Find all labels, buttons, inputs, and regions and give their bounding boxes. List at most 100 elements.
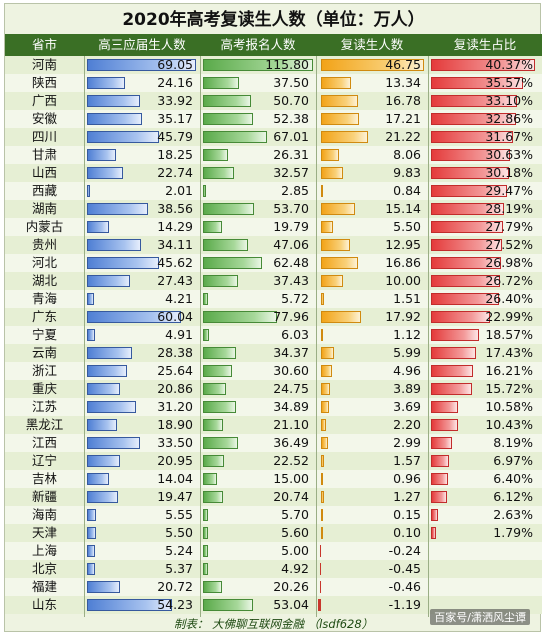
fresh-value: 5.55 <box>165 507 193 522</box>
ratio-bar <box>431 419 458 431</box>
ratio-value: 33.10% <box>485 93 533 108</box>
ratio-value: 28.19% <box>485 201 533 216</box>
province-label: 安徽 <box>31 111 57 126</box>
applicants-bar <box>203 401 237 413</box>
ratio-bar <box>431 437 453 449</box>
fresh-value: 28.38 <box>157 345 193 360</box>
applicants-value: 2.85 <box>281 183 309 198</box>
fresh-value: 45.79 <box>157 129 193 144</box>
repeaters-value: 3.89 <box>393 381 421 396</box>
ratio-bar <box>431 185 508 197</box>
ratio-bar <box>431 347 477 359</box>
applicants-bar <box>203 149 228 161</box>
applicants-value: 115.80 <box>265 57 309 72</box>
fresh-value: 27.43 <box>157 273 193 288</box>
fresh-bar <box>87 95 141 107</box>
repeaters-bar <box>321 419 326 431</box>
repeaters-bar <box>319 581 321 593</box>
repeaters-bar <box>321 77 351 89</box>
ratio-bar <box>431 203 504 215</box>
fresh-bar <box>87 383 120 395</box>
province-label: 江西 <box>31 435 57 450</box>
applicants-value: 6.03 <box>281 327 309 342</box>
applicants-value: 32.57 <box>273 165 309 180</box>
applicants-value: 22.52 <box>273 453 309 468</box>
table-row <box>5 542 542 560</box>
fresh-bar <box>87 347 132 359</box>
repeaters-bar <box>321 329 324 341</box>
ratio-value: 30.63% <box>485 147 533 162</box>
table-row <box>5 578 542 596</box>
ratio-bar <box>431 473 448 485</box>
ratio-bar <box>431 455 450 467</box>
fresh-bar <box>87 599 173 611</box>
repeaters-value: 46.75 <box>385 57 421 72</box>
ratio-value: 29.47% <box>485 183 533 198</box>
table-row <box>5 488 542 506</box>
fresh-bar <box>87 437 140 449</box>
repeaters-bar <box>319 545 321 557</box>
applicants-bar <box>203 257 263 269</box>
ratio-bar <box>431 239 503 251</box>
applicants-value: 37.50 <box>273 75 309 90</box>
repeaters-value: 1.57 <box>393 453 421 468</box>
repeaters-value: 17.21 <box>385 111 421 126</box>
table-row <box>5 560 542 578</box>
table-row <box>5 326 542 344</box>
applicants-bar <box>203 581 223 593</box>
repeaters-value: 5.50 <box>393 219 421 234</box>
fresh-bar <box>87 293 94 305</box>
repeaters-bar <box>321 59 425 71</box>
applicants-value: 36.49 <box>273 435 309 450</box>
ratio-bar <box>431 77 523 89</box>
province-label: 云南 <box>31 345 57 360</box>
fresh-value: 20.86 <box>157 381 193 396</box>
fresh-value: 34.11 <box>157 237 193 252</box>
applicants-bar <box>203 311 277 323</box>
fresh-bar <box>87 77 125 89</box>
ratio-value: 26.72% <box>485 273 533 288</box>
ratio-value: 8.19% <box>493 435 533 450</box>
applicants-value: 30.60 <box>273 363 309 378</box>
column-divider <box>84 56 85 617</box>
table-row <box>5 416 542 434</box>
applicants-value: 15.00 <box>273 471 309 486</box>
fresh-value: 54.23 <box>157 597 193 612</box>
repeaters-value: 0.96 <box>393 471 421 486</box>
fresh-value: 24.16 <box>157 75 193 90</box>
applicants-bar <box>203 527 209 539</box>
applicants-value: 24.75 <box>273 381 309 396</box>
province-label: 内蒙古 <box>25 219 64 234</box>
fresh-bar <box>87 185 91 197</box>
repeaters-value: 0.15 <box>393 507 421 522</box>
repeaters-bar <box>321 509 323 521</box>
applicants-value: 77.96 <box>273 309 309 324</box>
repeaters-bar <box>321 185 323 197</box>
fresh-value: 33.92 <box>157 93 193 108</box>
province-label: 浙江 <box>31 363 57 378</box>
repeaters-bar <box>321 365 332 377</box>
fresh-bar <box>87 419 117 431</box>
repeaters-bar <box>321 167 343 179</box>
repeaters-bar <box>321 491 324 503</box>
ratio-bar <box>431 383 472 395</box>
fresh-bar <box>87 221 110 233</box>
repeaters-value: 10.00 <box>385 273 421 288</box>
fresh-bar <box>87 491 118 503</box>
province-label: 吉林 <box>31 471 57 486</box>
province-label: 北京 <box>31 561 57 576</box>
table-row <box>5 164 542 182</box>
applicants-bar <box>203 239 248 251</box>
fresh-value: 38.56 <box>157 201 193 216</box>
repeaters-bar <box>321 455 325 467</box>
applicants-value: 21.10 <box>273 417 309 432</box>
ratio-bar <box>431 275 501 287</box>
repeaters-bar <box>321 239 350 251</box>
ratio-value: 10.43% <box>485 417 533 432</box>
table-row <box>5 344 542 362</box>
province-label: 广东 <box>31 309 57 324</box>
ratio-value: 6.40% <box>493 471 533 486</box>
repeaters-value: 4.96 <box>393 363 421 378</box>
fresh-value: 19.47 <box>157 489 193 504</box>
column-header-fresh-graduates: 高三应届生人数 <box>98 37 186 52</box>
